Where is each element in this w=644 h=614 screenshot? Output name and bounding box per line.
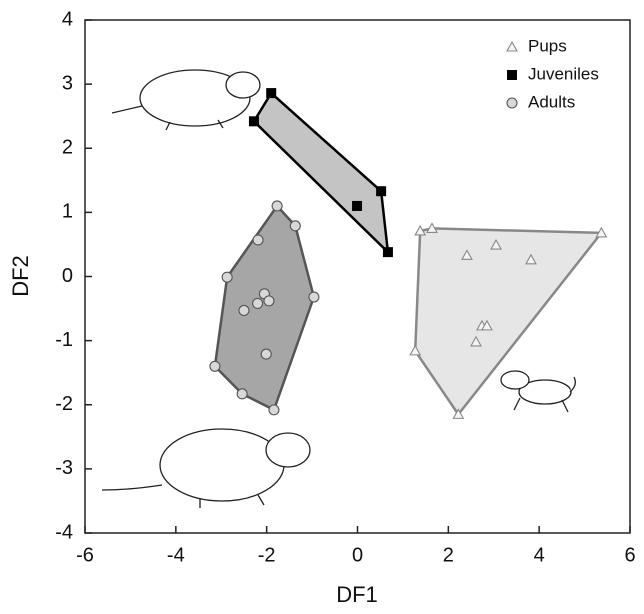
x-tick-label: 2 [443,544,454,566]
point [383,247,393,257]
y-tick-label: -4 [55,521,73,543]
y-tick-label: 4 [62,8,73,30]
point [253,235,263,245]
point [264,296,274,306]
point [261,349,271,359]
y-tick-label: -3 [55,457,73,479]
hull [215,206,314,410]
x-tick-label: 6 [624,544,635,566]
legend-label: Adults [528,92,575,111]
y-tick-label: -2 [55,393,73,415]
point [352,201,362,211]
legend-label: Pups [528,36,567,55]
illustration-adult-top [112,70,260,130]
chart: DF1 DF2 -6-4-20246-4-3-2-101234PupsJuven… [0,0,644,614]
point [309,292,319,302]
x-axis-label: DF1 [336,582,378,607]
illustration-adult-bottom [102,429,310,508]
legend-marker [507,42,517,51]
point [272,201,282,211]
y-tick-label: 3 [62,72,73,94]
x-tick-label: 4 [534,544,545,566]
point [269,405,279,415]
point [237,389,247,399]
y-axis-label: DF2 [8,255,33,297]
point [376,186,386,196]
point [253,298,263,308]
legend: Pups Juveniles Adults [507,36,599,111]
point [249,116,259,126]
legend-marker [507,98,517,108]
y-tick-label: 2 [62,137,73,159]
point [210,361,220,371]
legend-label: Juveniles [528,64,599,83]
legend-marker [507,70,517,80]
point [239,305,249,315]
x-tick-label: -4 [167,544,185,566]
x-tick-label: -6 [76,544,94,566]
y-tick-label: 0 [62,265,73,287]
point [290,221,300,231]
illustration-pup [501,371,575,412]
x-tick-label: -2 [258,544,276,566]
point [266,88,276,98]
y-tick-label: 1 [62,201,73,223]
x-tick-label: 0 [352,544,363,566]
point [222,272,232,282]
hulls [215,93,601,414]
y-tick-label: -1 [55,329,73,351]
